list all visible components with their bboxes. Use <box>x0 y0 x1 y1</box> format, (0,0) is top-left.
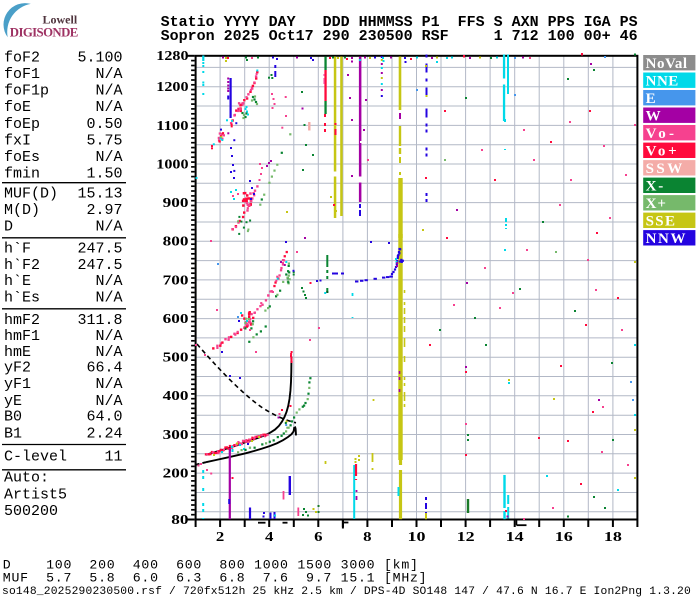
svg-text:10: 10 <box>408 529 426 544</box>
svg-text:foF1p: foF1p <box>4 83 49 100</box>
svg-text:hmF1: hmF1 <box>4 328 40 345</box>
svg-text:64.0: 64.0 <box>86 409 122 426</box>
svg-text:yE: yE <box>4 393 22 410</box>
svg-text:W: W <box>646 109 661 125</box>
svg-text:12: 12 <box>457 529 475 544</box>
svg-text:C-level: C-level <box>4 448 67 465</box>
svg-text:N/A: N/A <box>95 344 122 361</box>
svg-text:hmF2: hmF2 <box>4 312 40 329</box>
svg-text:14: 14 <box>506 529 524 544</box>
svg-text:B0: B0 <box>4 409 22 426</box>
svg-text:1200: 1200 <box>156 79 189 94</box>
svg-text:M(D): M(D) <box>4 202 40 219</box>
svg-text:NoVal: NoVal <box>646 56 688 72</box>
svg-text:NNE: NNE <box>646 74 679 90</box>
svg-text:8: 8 <box>363 529 372 544</box>
svg-text:Sopron 2025 Oct17 290 230500 R: Sopron 2025 Oct17 290 230500 RSF 1 712 1… <box>161 28 638 45</box>
svg-text:300: 300 <box>163 427 189 442</box>
svg-text:600: 600 <box>163 311 189 326</box>
svg-text:800: 800 <box>163 234 189 249</box>
svg-text:80: 80 <box>171 512 189 527</box>
svg-text:h`E: h`E <box>4 273 31 290</box>
svg-text:N/A: N/A <box>95 328 122 345</box>
svg-text:so148_2025290230500.rsf / 720f: so148_2025290230500.rsf / 720fx512h 25 k… <box>2 586 691 598</box>
svg-text:2: 2 <box>216 529 225 544</box>
svg-text:1.50: 1.50 <box>86 166 122 183</box>
svg-text:11: 11 <box>104 448 122 465</box>
svg-text:N/A: N/A <box>95 149 122 166</box>
svg-text:h`Es: h`Es <box>4 289 40 306</box>
svg-text:4: 4 <box>265 529 274 544</box>
svg-text:500: 500 <box>163 350 189 365</box>
svg-text:SSW: SSW <box>646 161 683 177</box>
svg-text:MUF 5.7 5.8 6.0 6.3 6.8: MUF 5.7 5.8 6.0 6.3 6.8 7.6 9.7 15.1 [MH… <box>3 571 428 586</box>
svg-text:yF1: yF1 <box>4 376 31 393</box>
svg-text:N/A: N/A <box>95 99 122 116</box>
svg-text:15.13: 15.13 <box>77 186 122 203</box>
svg-text:247.5: 247.5 <box>77 257 122 274</box>
svg-text:18: 18 <box>604 529 622 544</box>
svg-text:foE: foE <box>4 99 31 116</box>
svg-text:SSE: SSE <box>646 214 675 230</box>
svg-text:N/A: N/A <box>95 218 122 235</box>
svg-text:hmE: hmE <box>4 344 31 361</box>
svg-text:X-: X- <box>646 179 664 195</box>
svg-text:Lowell: Lowell <box>43 13 78 27</box>
svg-text:N/A: N/A <box>95 376 122 393</box>
svg-text:247.5: 247.5 <box>77 241 122 258</box>
svg-text:400: 400 <box>163 388 189 403</box>
svg-text:6: 6 <box>314 529 323 544</box>
svg-text:N/A: N/A <box>95 393 122 410</box>
svg-text:2.97: 2.97 <box>86 202 122 219</box>
svg-text:X+: X+ <box>646 196 666 212</box>
svg-text:Artist5: Artist5 <box>4 486 67 503</box>
svg-text:5.100: 5.100 <box>77 49 122 66</box>
svg-text:311.8: 311.8 <box>77 312 122 329</box>
svg-text:foEs: foEs <box>4 149 40 166</box>
svg-text:900: 900 <box>163 195 189 210</box>
svg-text:66.4: 66.4 <box>86 360 122 377</box>
svg-text:NNW: NNW <box>646 231 686 247</box>
svg-text:1100: 1100 <box>156 118 189 133</box>
svg-text:Statio YYYY DAY DDD HHMMSS P: Statio YYYY DAY DDD HHMMSS P1 FFS S AXN … <box>161 14 638 31</box>
svg-text:700: 700 <box>163 272 189 287</box>
svg-text:N/A: N/A <box>95 273 122 290</box>
svg-text:200: 200 <box>163 466 189 481</box>
svg-text:E: E <box>646 91 656 107</box>
svg-text:D: D <box>4 218 13 235</box>
svg-text:2.24: 2.24 <box>86 426 122 443</box>
svg-text:16: 16 <box>555 529 573 544</box>
svg-text:foF2: foF2 <box>4 49 40 66</box>
svg-text:MUF(D): MUF(D) <box>4 186 58 203</box>
svg-text:h`F: h`F <box>4 241 31 258</box>
svg-text:0.50: 0.50 <box>86 116 122 133</box>
svg-text:B1: B1 <box>4 426 22 443</box>
svg-text:1280: 1280 <box>156 48 189 63</box>
svg-text:Vo+: Vo+ <box>646 144 677 160</box>
svg-text:500200: 500200 <box>4 503 58 520</box>
svg-text:DIGISONDE: DIGISONDE <box>10 26 78 40</box>
svg-text:5.75: 5.75 <box>86 132 122 149</box>
svg-text:1000: 1000 <box>156 156 189 171</box>
svg-text:foF1: foF1 <box>4 66 40 83</box>
svg-text:D 100 200 400 600 800 1: D 100 200 400 600 800 1000 1500 3000 [km… <box>3 557 419 572</box>
svg-text:N/A: N/A <box>95 83 122 100</box>
svg-text:yF2: yF2 <box>4 360 31 377</box>
svg-text:Auto:: Auto: <box>4 470 49 487</box>
svg-text:fxI: fxI <box>4 132 31 149</box>
svg-text:Vo-: Vo- <box>646 126 674 142</box>
svg-text:fmin: fmin <box>4 166 40 183</box>
svg-text:h`F2: h`F2 <box>4 257 40 274</box>
svg-text:foEp: foEp <box>4 116 40 133</box>
svg-text:N/A: N/A <box>95 289 122 306</box>
svg-text:N/A: N/A <box>95 66 122 83</box>
